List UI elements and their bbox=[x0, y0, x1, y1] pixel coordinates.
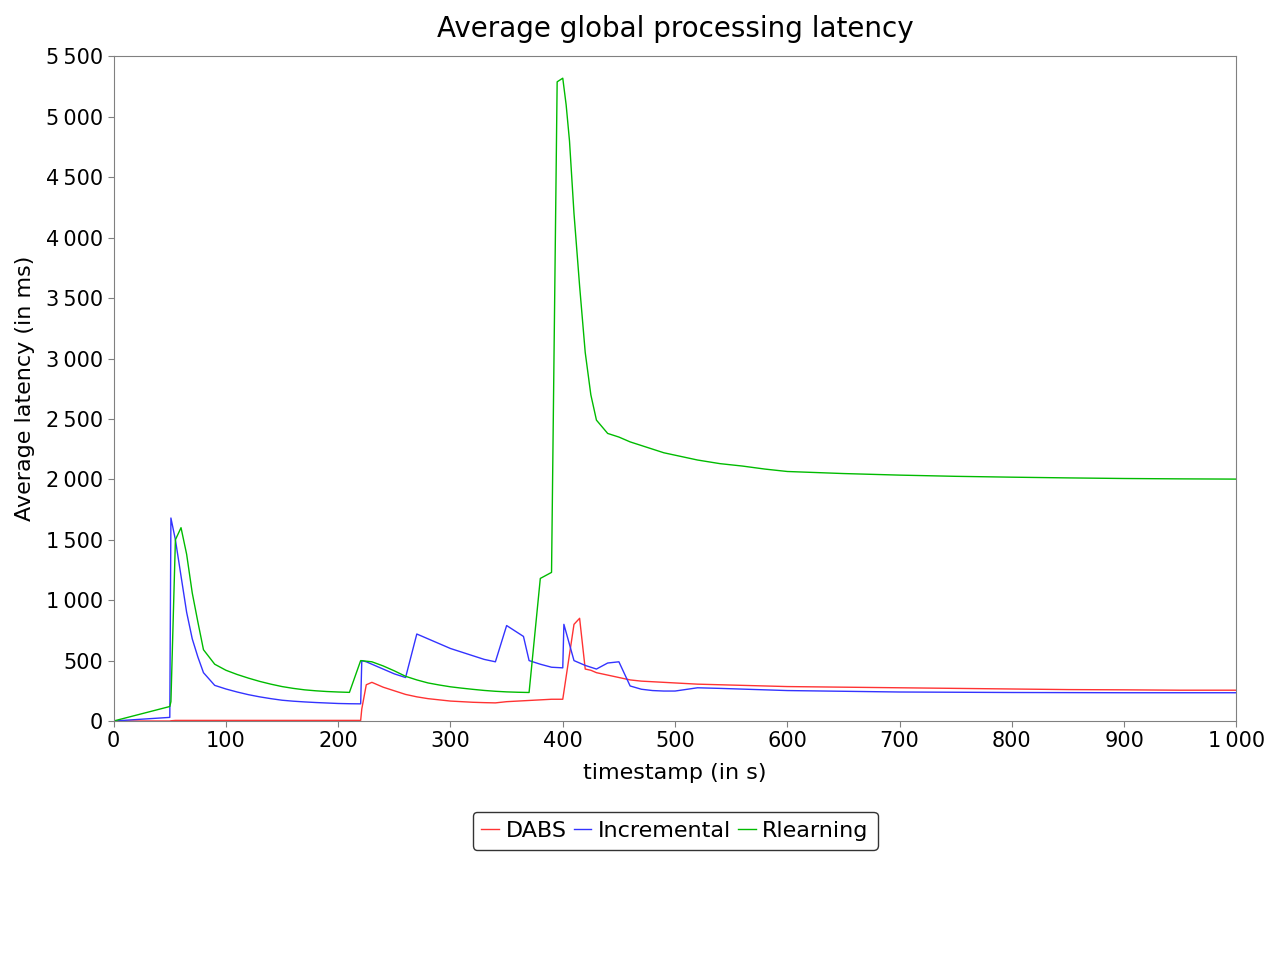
Incremental bbox=[106, 715, 122, 727]
DABS bbox=[398, 688, 413, 700]
Rlearning bbox=[342, 686, 357, 698]
Line: DABS: DABS bbox=[114, 618, 1236, 721]
DABS bbox=[892, 682, 908, 693]
Title: Average global processing latency: Average global processing latency bbox=[436, 15, 914, 43]
Line: Incremental: Incremental bbox=[114, 518, 1236, 721]
Legend: DABS, Incremental, Rlearning: DABS, Incremental, Rlearning bbox=[472, 812, 878, 850]
DABS bbox=[572, 612, 588, 624]
DABS bbox=[285, 714, 301, 726]
Line: Rlearning: Rlearning bbox=[114, 78, 1236, 721]
DABS bbox=[521, 695, 536, 707]
Rlearning bbox=[735, 460, 750, 471]
DABS bbox=[1229, 684, 1244, 696]
Y-axis label: Average latency (in ms): Average latency (in ms) bbox=[15, 256, 35, 521]
Rlearning bbox=[532, 573, 548, 585]
Rlearning bbox=[106, 715, 122, 727]
Rlearning bbox=[758, 464, 773, 475]
Incremental bbox=[516, 631, 531, 642]
Incremental bbox=[264, 693, 279, 705]
Rlearning bbox=[1229, 473, 1244, 485]
X-axis label: timestamp (in s): timestamp (in s) bbox=[584, 762, 767, 782]
Rlearning bbox=[207, 659, 223, 670]
Rlearning bbox=[556, 72, 571, 84]
Incremental bbox=[184, 633, 200, 644]
DABS bbox=[274, 714, 289, 726]
Rlearning bbox=[285, 683, 301, 694]
Incremental bbox=[355, 655, 370, 666]
DABS bbox=[511, 695, 526, 707]
Incremental bbox=[164, 513, 179, 524]
Incremental bbox=[358, 656, 374, 667]
Incremental bbox=[1229, 687, 1244, 699]
DABS bbox=[106, 715, 122, 727]
Incremental bbox=[1172, 687, 1188, 699]
